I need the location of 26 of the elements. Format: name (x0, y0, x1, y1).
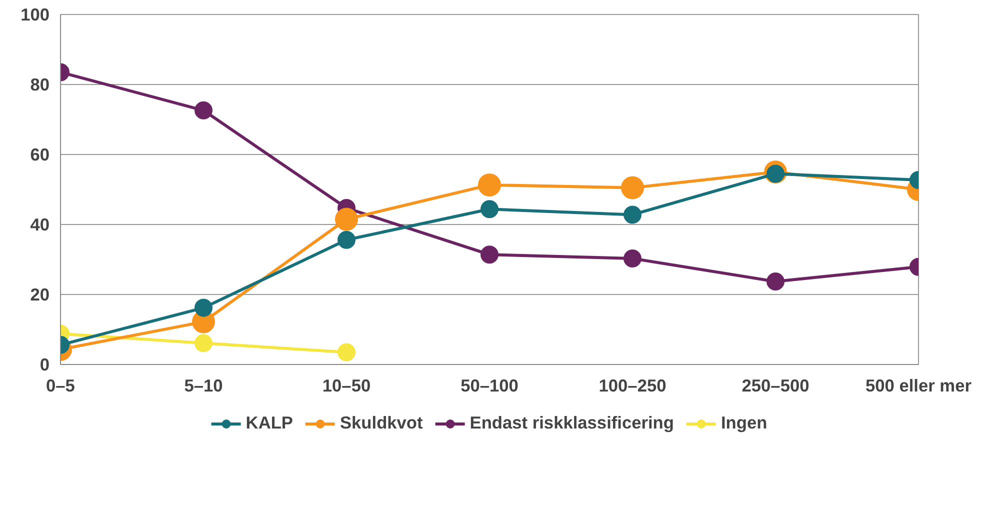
y-tick-label: 0 (40, 354, 50, 374)
legend-label: Ingen (720, 412, 768, 434)
x-tick-label: 0–5 (46, 376, 76, 396)
y-tick-label: 80 (30, 74, 50, 94)
point (478, 173, 501, 196)
legend-label: KALP (246, 412, 293, 434)
x-tick-label: 100–250 (598, 376, 666, 396)
y-tick-label: 40 (30, 214, 50, 234)
point (338, 230, 356, 249)
point (480, 246, 498, 264)
x-tick-label: 5–10 (184, 376, 223, 396)
y-tick-label: 100 (20, 4, 50, 24)
point (480, 200, 498, 218)
point (338, 343, 356, 362)
legend-label: Skuldkvot (340, 412, 423, 434)
point (624, 206, 642, 224)
x-tick-label: 50–100 (460, 376, 518, 396)
x-tick-label: 500 eller mer (866, 376, 972, 396)
point (335, 208, 358, 231)
x-tick-label: 10–50 (322, 376, 371, 396)
point (621, 176, 644, 200)
legend-label: Endast riskklassificering (470, 412, 674, 434)
y-tick-label: 20 (30, 284, 50, 304)
x-tick-label: 250–500 (742, 376, 810, 396)
y-tick-label: 60 (30, 144, 50, 164)
point (624, 249, 642, 268)
